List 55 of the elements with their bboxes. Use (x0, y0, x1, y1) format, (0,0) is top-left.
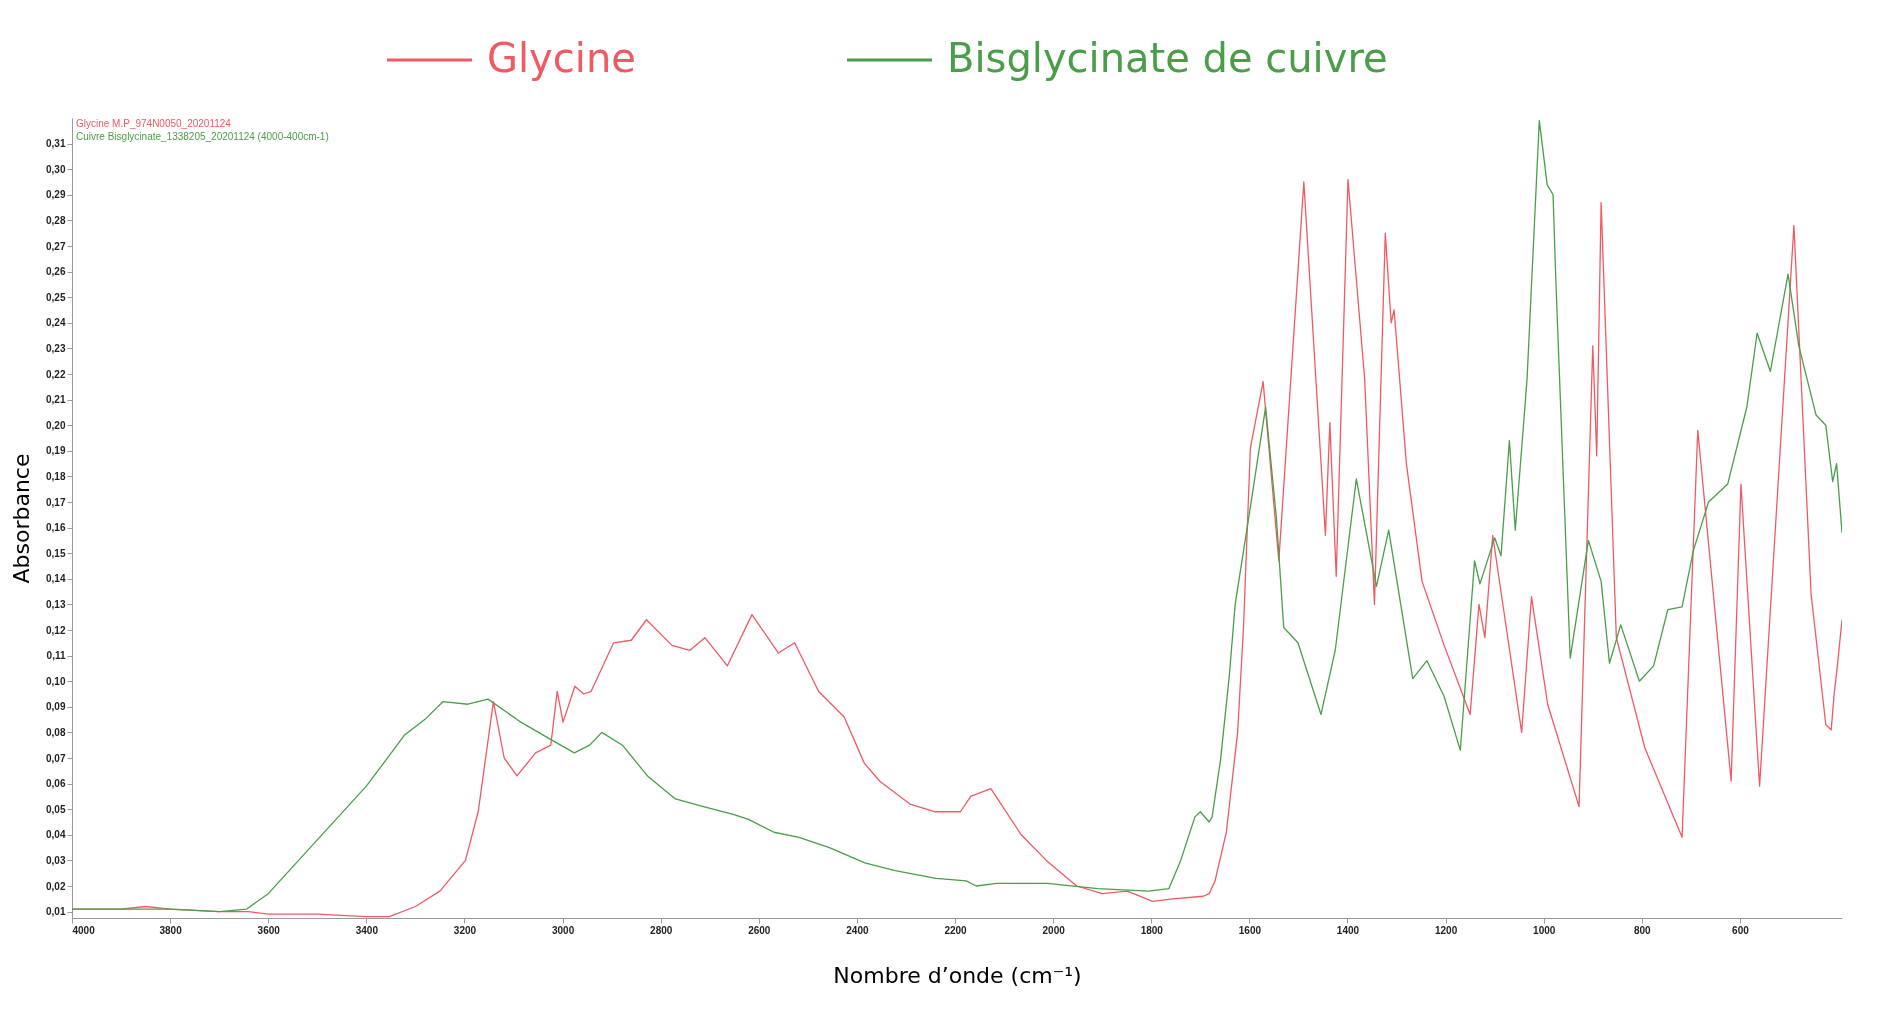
y-tick-label: 0,25 (46, 291, 66, 303)
y-tick-label: 0,07 (46, 752, 66, 764)
x-tick-label: 1200 (1434, 924, 1458, 936)
y-tick-label: 0,30 (46, 163, 66, 175)
x-tick-label: 2600 (748, 924, 771, 936)
y-tick-label: 0,24 (46, 317, 66, 329)
y-tick-label: 0,06 (46, 778, 66, 790)
y-tick-label: 0,12 (46, 624, 66, 636)
x-tick-label: 4000 (72, 924, 96, 936)
y-tick-label: 0,04 (46, 829, 66, 841)
x-tick-label: 1800 (1140, 924, 1164, 936)
y-tick-label: 0,27 (46, 240, 66, 252)
y-tick-label: 0,01 (46, 906, 66, 918)
x-tick-label: 1600 (1238, 924, 1262, 936)
y-tick-label: 0,29 (46, 189, 66, 201)
x-tick-label: 1400 (1336, 924, 1360, 936)
y-tick-label: 0,20 (46, 419, 66, 431)
y-tick-label: 0,22 (46, 368, 66, 380)
y-tick-label: 0,23 (46, 342, 66, 354)
y-tick-label: 0,14 (46, 573, 66, 585)
y-tick-label: 0,28 (46, 214, 66, 226)
x-tick-label: 3000 (551, 924, 575, 936)
y-tick-label: 0,05 (46, 803, 66, 815)
y-tick-label: 0,02 (46, 880, 66, 892)
x-tick-label: 2000 (1042, 924, 1066, 936)
y-tick-label: 0,11 (46, 650, 66, 662)
y-tick-label: 0,13 (46, 598, 66, 610)
x-tick-label: 600 (1732, 924, 1750, 936)
legend-label: Bisglycinate de cuivre (947, 35, 1388, 81)
y-tick-label: 0,15 (46, 547, 66, 559)
x-tick-label: 2200 (944, 924, 968, 936)
y-tick-label: 0,19 (46, 445, 66, 457)
legend-label: Glycine (487, 35, 636, 81)
y-tick-label: 0,10 (46, 675, 66, 687)
y-tick-label: 0,16 (46, 522, 66, 534)
x-tick-label: 1000 (1533, 924, 1556, 936)
x-tick-label: 3400 (355, 924, 379, 936)
y-axis-title: Absorbance (9, 453, 35, 584)
y-tick-label: 0,31 (46, 138, 66, 150)
y-tick-label: 0,03 (46, 854, 66, 866)
x-tick-label: 3800 (159, 924, 183, 936)
x-tick-label: 3600 (257, 924, 281, 936)
x-tick-label: 3200 (453, 924, 477, 936)
y-tick-label: 0,18 (46, 470, 66, 482)
annotation: Cuivre Bisglycinate_1338205_20201124 (4000-400cm-1) (76, 131, 329, 142)
x-tick-label: 2800 (650, 924, 673, 936)
y-tick-label: 0,09 (46, 701, 66, 713)
y-tick-label: 0,08 (46, 726, 66, 738)
annotation: Glycine M.P_974N0050_20201124 (76, 118, 232, 129)
y-tick-label: 0,21 (46, 394, 66, 406)
x-tick-label: 2400 (846, 924, 869, 936)
x-axis-title: Nombre d’onde (cm⁻¹) (833, 962, 1082, 988)
y-tick-label: 0,26 (46, 266, 66, 278)
y-tick-label: 0,17 (46, 496, 66, 508)
x-tick-label: 800 (1634, 924, 1652, 936)
